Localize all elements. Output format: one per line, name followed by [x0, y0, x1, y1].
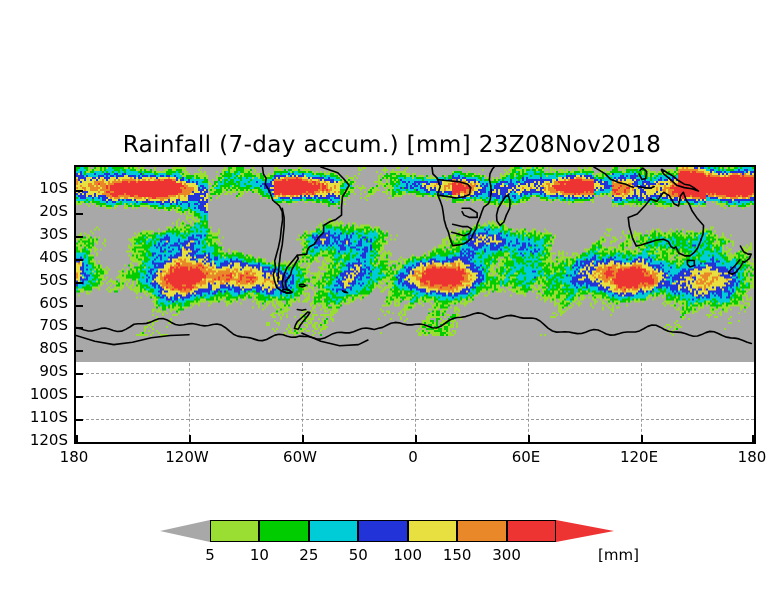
y-axis-tick-label: 40S	[39, 247, 68, 266]
colorbar-segment	[210, 520, 260, 542]
colorbar-segment	[308, 520, 359, 542]
y-axis-tick-label: 100S	[29, 385, 68, 404]
page-title: Rainfall (7-day accum.) [mm] 23Z08Nov201…	[122, 132, 662, 158]
colorbar-segment	[407, 520, 458, 542]
y-tick	[76, 327, 83, 330]
plot-area	[76, 167, 754, 442]
x-axis-tick-label: 60E	[511, 448, 541, 466]
gridline-vertical	[189, 363, 190, 442]
y-axis-tick-label: 90S	[39, 362, 68, 381]
x-axis-tick-label: 180	[737, 448, 767, 466]
y-tick	[76, 258, 83, 261]
colorbar-segment	[506, 520, 556, 542]
gridline-vertical	[641, 363, 642, 442]
y-tick	[76, 212, 83, 215]
x-axis-tick-label: 180	[59, 448, 89, 466]
colorbar-over-arrow	[556, 520, 614, 542]
colorbar-tick-label: 50	[348, 546, 368, 564]
y-axis-tick-label: 50S	[39, 270, 68, 289]
colorbar-tick-label: 300	[492, 546, 521, 564]
y-axis-tick-label: 60S	[39, 293, 68, 312]
x-axis-tick-label: 60W	[283, 448, 317, 466]
y-tick	[76, 304, 83, 307]
colorbar-tick-label: 150	[442, 546, 472, 564]
y-axis-tick-label: 80S	[39, 339, 68, 358]
map-data-region	[76, 167, 754, 362]
x-tick	[752, 435, 754, 442]
y-axis-tick-label: 70S	[39, 316, 68, 335]
x-axis-tick-label: 0	[408, 448, 418, 466]
colorbar-tick-label: 25	[299, 546, 319, 564]
y-tick	[76, 235, 83, 238]
y-tick	[76, 419, 83, 422]
colorbar-segment	[457, 520, 507, 542]
y-axis-tick-label: 110S	[29, 408, 68, 427]
colorbar: 5 10 25 50 100 150 300 [mm]	[0, 520, 784, 580]
colorbar-segment	[259, 520, 309, 542]
y-tick	[76, 350, 83, 353]
x-tick	[189, 435, 191, 442]
colorbar-segment	[358, 520, 408, 542]
x-tick	[641, 435, 643, 442]
gridline-vertical	[302, 363, 303, 442]
plot-frame	[74, 165, 756, 444]
y-axis-tick-label: 20S	[39, 201, 68, 220]
y-axis-tick-label: 30S	[39, 224, 68, 243]
colorbar-tick-label: 10	[249, 546, 269, 564]
y-tick	[76, 281, 83, 284]
gridline-vertical	[415, 363, 416, 442]
x-tick	[415, 435, 417, 442]
y-tick	[76, 373, 83, 376]
x-axis-tick-label: 120E	[619, 448, 659, 466]
x-axis-tick-label: 120W	[165, 448, 209, 466]
x-tick	[302, 435, 304, 442]
y-axis-tick-label: 120S	[29, 431, 68, 449]
colorbar-units-label: [mm]	[598, 546, 639, 564]
y-tick	[76, 189, 83, 192]
gridline-vertical	[528, 363, 529, 442]
x-tick	[528, 435, 530, 442]
coastline-overlay	[76, 167, 754, 362]
colorbar-tick-label: 100	[393, 546, 423, 564]
y-tick	[76, 396, 83, 399]
colorbar-tick-label: 5	[205, 546, 215, 564]
y-axis-tick-label: 10S	[39, 178, 68, 197]
colorbar-under-arrow	[160, 520, 210, 542]
x-tick	[76, 435, 78, 442]
